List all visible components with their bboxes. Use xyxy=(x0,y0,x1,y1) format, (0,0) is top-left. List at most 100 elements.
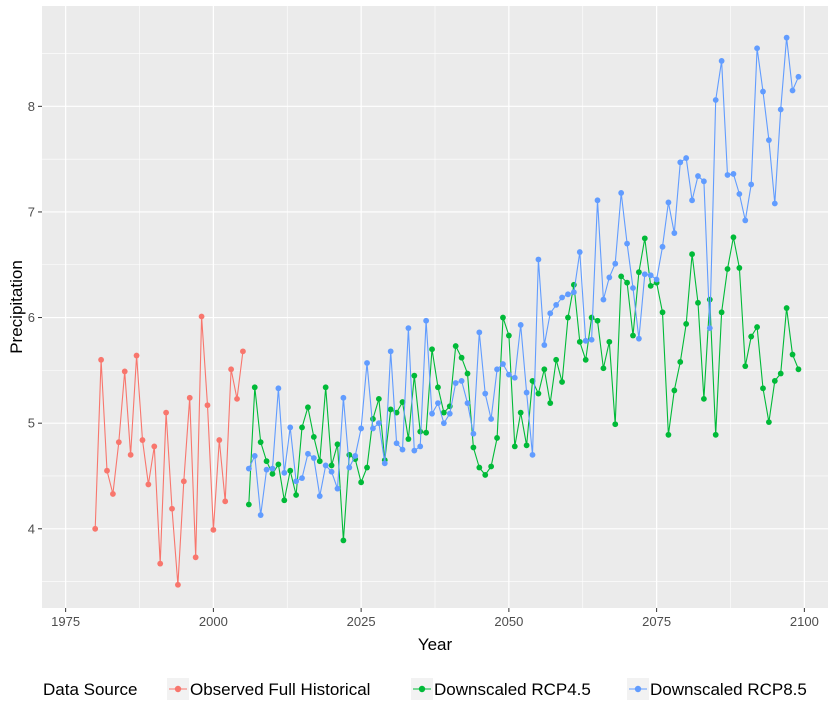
data-point xyxy=(287,467,294,474)
data-point xyxy=(251,384,258,391)
data-point xyxy=(470,444,477,451)
x-tick-label: 2075 xyxy=(642,614,671,629)
series-downscaled-rcp8-5 xyxy=(245,34,802,518)
y-tick-label: 8 xyxy=(28,99,35,114)
data-point xyxy=(665,431,672,438)
x-tick-label: 1975 xyxy=(51,614,80,629)
data-point xyxy=(612,260,619,267)
legend-label: Observed Full Historical xyxy=(190,680,370,699)
x-tick-label: 2050 xyxy=(494,614,523,629)
data-point xyxy=(310,434,317,440)
data-point xyxy=(700,178,707,185)
data-point xyxy=(653,276,660,283)
data-point xyxy=(724,172,731,178)
data-point xyxy=(234,395,240,402)
data-point xyxy=(718,309,725,316)
data-point xyxy=(393,440,400,447)
data-point xyxy=(523,442,530,449)
data-point xyxy=(417,428,424,435)
data-point xyxy=(299,424,305,431)
data-point xyxy=(328,462,335,469)
data-point xyxy=(547,310,554,317)
data-point xyxy=(417,443,424,450)
data-point xyxy=(689,251,695,258)
y-tick-label: 5 xyxy=(28,416,35,431)
data-point xyxy=(452,343,459,349)
data-point xyxy=(411,372,418,379)
data-point xyxy=(683,155,690,161)
data-point xyxy=(275,461,282,468)
data-point xyxy=(405,325,412,332)
data-point xyxy=(151,443,158,450)
data-point xyxy=(582,356,589,363)
data-point xyxy=(576,338,583,345)
data-point xyxy=(760,88,766,95)
data-point xyxy=(600,365,607,372)
data-point xyxy=(689,197,695,204)
data-point xyxy=(760,385,766,392)
data-point xyxy=(411,447,418,454)
data-point xyxy=(157,560,164,567)
data-point xyxy=(340,537,347,544)
series-observed-full-historical xyxy=(92,313,246,588)
series-downscaled-rcp4-5 xyxy=(245,234,802,544)
data-point xyxy=(92,525,99,532)
legend-label: Downscaled RCP4.5 xyxy=(434,680,591,699)
data-point xyxy=(511,443,518,450)
legend-key-point xyxy=(418,685,426,693)
data-point xyxy=(458,354,465,361)
data-point xyxy=(352,453,359,459)
data-point xyxy=(281,497,288,504)
data-point xyxy=(766,137,772,144)
data-point xyxy=(494,435,500,441)
data-point xyxy=(310,455,317,461)
data-point xyxy=(588,336,595,343)
data-point xyxy=(618,273,625,280)
data-point xyxy=(771,378,778,384)
data-point xyxy=(305,404,311,411)
data-point xyxy=(370,425,376,432)
data-point xyxy=(565,314,571,321)
data-point xyxy=(293,478,300,485)
data-point xyxy=(541,342,548,348)
data-point xyxy=(659,309,666,316)
major-gridlines xyxy=(42,6,828,608)
data-point xyxy=(754,45,760,52)
data-point xyxy=(482,390,489,397)
data-point xyxy=(736,191,743,197)
data-point xyxy=(641,271,648,278)
data-point xyxy=(299,475,305,481)
data-point xyxy=(647,282,654,289)
data-point xyxy=(186,394,193,401)
data-point xyxy=(334,485,341,492)
legend-label: Downscaled RCP8.5 xyxy=(650,680,807,699)
data-point xyxy=(677,159,684,166)
data-point xyxy=(440,409,447,416)
data-point xyxy=(517,322,524,328)
data-point xyxy=(718,58,725,64)
data-point xyxy=(387,348,394,355)
data-point xyxy=(712,431,719,438)
y-axis-title: Precipitation xyxy=(7,260,26,354)
data-point xyxy=(287,424,294,431)
data-point xyxy=(192,554,199,561)
data-point xyxy=(559,379,565,385)
data-point xyxy=(251,453,258,459)
data-point xyxy=(500,314,506,321)
data-point xyxy=(328,468,335,475)
data-point xyxy=(340,394,347,401)
data-point xyxy=(222,498,229,505)
x-tick-label: 2000 xyxy=(199,614,228,629)
data-point xyxy=(665,199,672,206)
data-point xyxy=(683,320,690,327)
x-axis: 1975 2000 2025 2050 2075 2100 xyxy=(51,608,819,629)
data-point xyxy=(104,467,110,474)
data-point xyxy=(364,360,370,366)
data-point xyxy=(293,492,300,498)
data-point xyxy=(594,197,601,204)
data-point xyxy=(198,313,205,320)
data-point xyxy=(169,505,175,512)
data-point xyxy=(730,234,737,241)
